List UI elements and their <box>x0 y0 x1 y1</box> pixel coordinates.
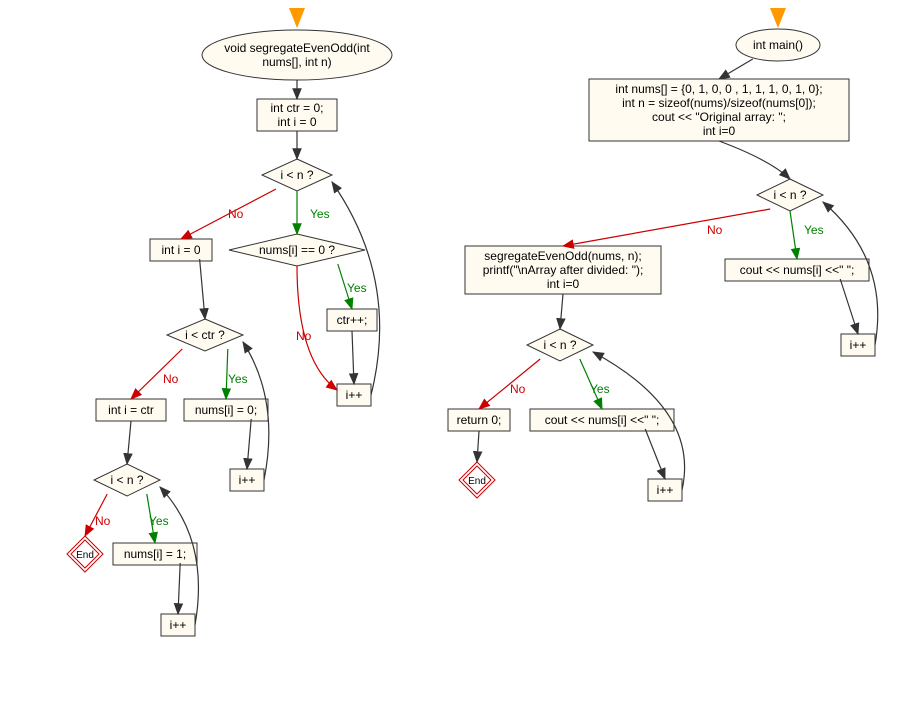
edge-label: Yes <box>149 514 169 528</box>
svg-text:End: End <box>76 550 94 561</box>
edge <box>560 294 563 329</box>
edge <box>200 259 205 319</box>
edge <box>352 331 354 384</box>
svg-text:ctr++;: ctr++; <box>337 313 368 327</box>
svg-text:int i = 0: int i = 0 <box>161 243 200 257</box>
edge-label: Yes <box>310 207 330 221</box>
edge-label: No <box>296 329 312 343</box>
svg-text:i++: i++ <box>850 338 867 352</box>
svg-text:int i = ctr: int i = ctr <box>108 403 154 417</box>
edge-label: Yes <box>804 223 824 237</box>
edge <box>645 429 665 479</box>
svg-text:i < n ?: i < n ? <box>110 473 143 487</box>
edge-label: No <box>707 223 723 237</box>
svg-text:i < n ?: i < n ? <box>773 188 806 202</box>
edge <box>127 421 131 464</box>
svg-text:nums[i] = 1;: nums[i] = 1; <box>124 547 186 561</box>
edge-label: Yes <box>228 372 248 386</box>
svg-text:i < n ?: i < n ? <box>543 338 576 352</box>
edge <box>719 59 753 79</box>
flowchart-canvas: void segregateEvenOdd(intnums[], int n)i… <box>0 0 923 710</box>
svg-text:i < ctr ?: i < ctr ? <box>185 328 225 342</box>
svg-text:i < n ?: i < n ? <box>280 168 313 182</box>
edge <box>719 141 790 179</box>
svg-text:i++: i++ <box>346 388 363 402</box>
svg-text:return 0;: return 0; <box>457 413 502 427</box>
svg-text:i++: i++ <box>170 618 187 632</box>
svg-text:i++: i++ <box>239 473 256 487</box>
edge <box>563 209 770 246</box>
edge <box>840 279 858 334</box>
edge-label: No <box>95 514 111 528</box>
svg-text:nums[i] = 0;: nums[i] = 0; <box>195 403 257 417</box>
svg-text:nums[i] == 0 ?: nums[i] == 0 ? <box>259 243 335 257</box>
edge <box>247 419 251 469</box>
svg-text:cout << nums[i] <<" ";: cout << nums[i] <<" "; <box>545 413 660 427</box>
edge-label: No <box>228 207 244 221</box>
svg-text:End: End <box>468 476 486 487</box>
edge-label: No <box>510 382 526 396</box>
edge-label: Yes <box>590 382 610 396</box>
svg-text:int ctr = 0;int i = 0: int ctr = 0;int i = 0 <box>270 101 323 129</box>
edge <box>178 563 180 614</box>
edge <box>790 211 797 259</box>
edge <box>477 431 479 462</box>
svg-text:i++: i++ <box>657 483 674 497</box>
edge-label: No <box>163 372 179 386</box>
svg-text:int main(): int main() <box>753 38 803 52</box>
edge-label: Yes <box>347 281 367 295</box>
svg-text:cout << nums[i] <<" ";: cout << nums[i] <<" "; <box>740 263 855 277</box>
